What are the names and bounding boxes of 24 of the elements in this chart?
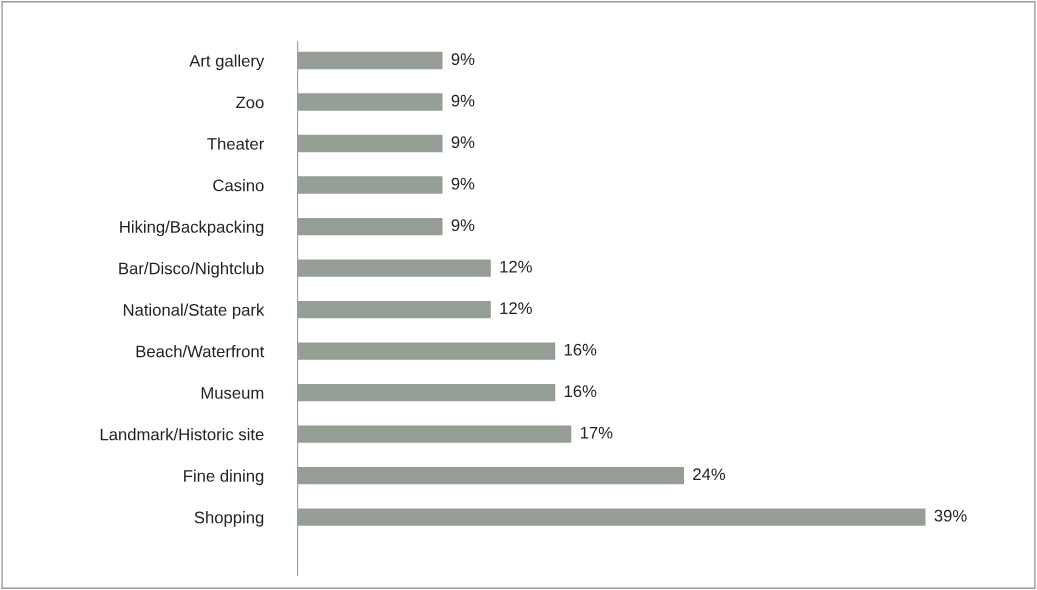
y-tick-label: Bar/Disco/Nightclub bbox=[119, 262, 264, 278]
y-tick-label: Fine dining bbox=[184, 469, 264, 486]
data-label: 9% bbox=[451, 94, 475, 107]
y-tick-label: Art gallery bbox=[189, 54, 265, 71]
data-label: 24% bbox=[693, 468, 726, 481]
y-tick-label: Beach/Waterfront bbox=[136, 345, 265, 358]
y-tick-label: Theater bbox=[207, 137, 265, 150]
data-label: 12% bbox=[500, 260, 532, 273]
data-label: 16% bbox=[564, 343, 597, 356]
data-label: 9% bbox=[451, 53, 475, 66]
data-label: 16% bbox=[564, 385, 597, 398]
y-tick-label: Landmark/Historic site bbox=[100, 428, 264, 441]
y-tick-label: Casino bbox=[213, 179, 264, 192]
y-tick-label: Shopping bbox=[194, 511, 264, 527]
data-label: 39% bbox=[934, 509, 967, 522]
data-label: 9% bbox=[451, 177, 475, 190]
y-tick-label: Zoo bbox=[236, 96, 264, 109]
data-label: 12% bbox=[500, 302, 532, 315]
y-tick-label: National/State park bbox=[123, 303, 265, 320]
data-label: 17% bbox=[580, 426, 613, 439]
y-tick-label: Hiking/Backpacking bbox=[120, 220, 264, 237]
data-label: 9% bbox=[451, 219, 475, 232]
data-label: 9% bbox=[451, 136, 475, 149]
y-tick-label: Museum bbox=[201, 387, 264, 399]
